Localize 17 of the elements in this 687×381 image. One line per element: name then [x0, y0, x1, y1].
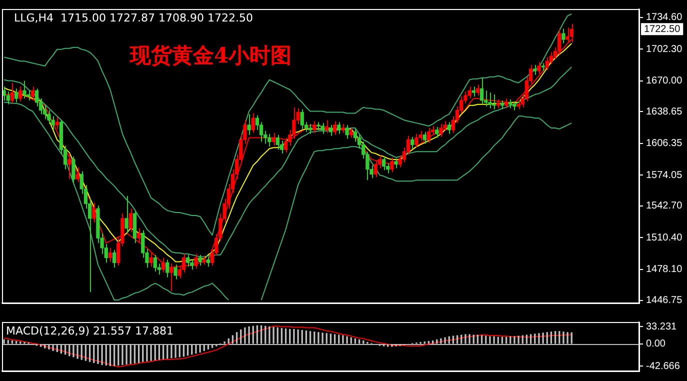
- chart-title: LLG,H4 1715.00 1727.87 1708.90 1722.50: [14, 11, 253, 24]
- y-tick-label: -42.666: [646, 360, 680, 372]
- text: 1722.50: [644, 24, 681, 35]
- y-tick-label: 1734.60: [646, 12, 683, 24]
- y-tick-label: 1542.70: [646, 200, 683, 212]
- y-tick-label: 1670.00: [646, 76, 683, 87]
- y-tick-label: 1574.05: [646, 170, 683, 181]
- y-tick-label: 1446.75: [646, 295, 683, 306]
- chart-title: MACD(12,26,9) 21.557 17.881: [6, 324, 174, 338]
- y-tick-label: 0.00: [646, 338, 666, 350]
- y-tick-label: 1510.40: [646, 232, 683, 244]
- y-tick-label: 1478.10: [646, 264, 683, 276]
- y-tick-label: 33.231: [646, 321, 678, 332]
- y-tick-label: 1702.30: [646, 44, 683, 55]
- annotation: 现货黄金4小时图: [129, 42, 292, 68]
- y-tick-label: 1606.35: [646, 138, 683, 150]
- y-tick-label: 1638.65: [646, 106, 683, 118]
